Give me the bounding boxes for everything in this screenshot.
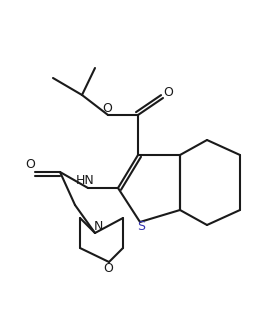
- Text: S: S: [137, 220, 145, 234]
- Text: N: N: [93, 219, 103, 233]
- Text: O: O: [163, 86, 173, 100]
- Text: O: O: [103, 262, 113, 276]
- Text: O: O: [102, 102, 112, 115]
- Text: HN: HN: [76, 175, 94, 187]
- Text: O: O: [25, 158, 35, 172]
